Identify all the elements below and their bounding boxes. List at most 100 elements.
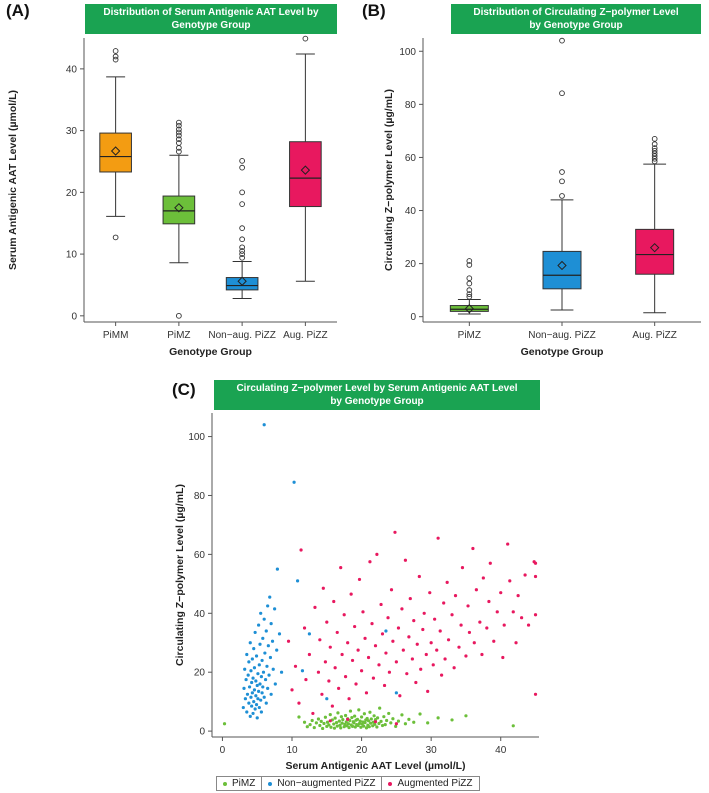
scatter-point-pimz	[297, 715, 301, 719]
scatter-point-augmented-pizz	[422, 611, 426, 615]
chart-b-x-axis-title: Genotype Group	[521, 346, 604, 358]
scatter-point-augmented-pizz	[533, 574, 538, 579]
scatter-point-augmented-pizz	[419, 667, 423, 671]
box-b-pimz-outlier	[466, 293, 473, 300]
scatter-point-augmented-pizz	[354, 682, 358, 686]
scatter-point-non-augmented-pizz	[243, 697, 247, 701]
scatter-point-pimz	[412, 720, 416, 724]
scatter-point-non-augmented-pizz	[244, 677, 248, 682]
chart-b-x-tick-label-aug-pizz: Aug. PiZZ	[632, 330, 676, 341]
scatter-point-non-augmented-pizz	[271, 667, 275, 671]
scatter-point-non-augmented-pizz	[394, 691, 398, 695]
scatter-point-non-augmented-pizz	[256, 672, 260, 676]
scatter-point-augmented-pizz	[343, 675, 348, 679]
scatter-point-non-augmented-pizz	[248, 714, 252, 718]
box-a-pimz-outlier	[176, 132, 182, 139]
box-a-non-aug-pizz-outlier	[239, 244, 245, 251]
scatter-point-non-augmented-pizz	[251, 676, 255, 680]
scatter-point-augmented-pizz	[533, 613, 538, 617]
scatter-point-non-augmented-pizz	[252, 647, 256, 651]
chart-c-title: Circulating Z−polymer Level by Serum Ant…	[214, 380, 540, 410]
chart-b-title-line-2: by Genotype Group	[529, 20, 623, 31]
scatter-point-non-augmented-pizz	[253, 707, 257, 711]
scatter-point-augmented-pizz	[514, 641, 518, 645]
chart-a-x-tick-label-non-aug-pizz: Non−aug. PiZZ	[208, 330, 276, 341]
scatter-point-augmented-pizz	[332, 599, 336, 604]
scatter-point-non-augmented-pizz	[243, 667, 247, 671]
scatter-point-augmented-pizz	[459, 623, 463, 627]
legend-label-augmented: Augmented PiZZ	[397, 778, 473, 789]
scatter-point-augmented-pizz	[339, 566, 343, 570]
scatter-point-augmented-pizz	[401, 648, 405, 652]
scatter-point-augmented-pizz	[377, 663, 381, 667]
scatter-point-non-augmented-pizz	[256, 697, 260, 701]
scatter-point-non-augmented-pizz	[254, 694, 258, 698]
scatter-point-augmented-pizz	[327, 679, 331, 683]
scatter-point-augmented-pizz	[361, 610, 365, 614]
scatter-point-pimz	[334, 720, 339, 725]
scatter-point-augmented-pizz	[396, 626, 401, 630]
chart-a-title-line-1: Distribution of Serum Antigenic AAT Leve…	[103, 7, 319, 18]
scatter-point-pimz	[347, 725, 351, 730]
scatter-point-pimz	[450, 718, 454, 722]
scatter-point-non-augmented-pizz	[251, 711, 255, 716]
scatter-point-non-augmented-pizz	[254, 679, 258, 683]
scatter-point-augmented-pizz	[398, 694, 402, 698]
box-a-non-aug-pizz-outlier	[239, 201, 245, 207]
chart-c-title-line-1: Circulating Z−polymer Level by Serum Ant…	[236, 383, 518, 394]
scatter-point-augmented-pizz	[516, 594, 520, 598]
scatter-point-augmented-pizz	[443, 657, 447, 661]
box-a-pimz-outlier	[176, 140, 182, 146]
scatter-point-pimz	[329, 725, 333, 729]
scatter-point-augmented-pizz	[452, 666, 456, 670]
scatter-point-augmented-pizz	[346, 717, 350, 721]
scatter-point-augmented-pizz	[297, 701, 301, 705]
scatter-point-augmented-pizz	[342, 613, 346, 617]
scatter-point-non-augmented-pizz	[295, 579, 300, 583]
scatter-point-augmented-pizz	[414, 680, 418, 685]
chart-a-x-tick-label-aug-pizz: Aug. PiZZ	[283, 330, 327, 341]
legend-item-pimz: PiMZ	[217, 777, 261, 790]
scatter-point-non-augmented-pizz	[273, 607, 277, 611]
box-b-pimz-outlier	[466, 275, 473, 282]
scatter-point-augmented-pizz	[382, 683, 387, 688]
scatter-point-pimz	[369, 717, 373, 721]
scatter-point-pimz	[355, 717, 360, 721]
box-b-non-aug-pizz-outlier	[559, 169, 565, 175]
scatter-point-augmented-pizz	[412, 619, 416, 623]
scatter-point-augmented-pizz	[467, 630, 472, 635]
box-b-pimz	[449, 305, 489, 312]
scatter-point-non-augmented-pizz	[250, 704, 254, 708]
scatter-point-augmented-pizz	[405, 672, 409, 676]
box-a-non-aug-pizz-outlier	[239, 164, 245, 171]
scatter-point-pimz	[362, 724, 366, 728]
scatter-point-augmented-pizz	[471, 546, 475, 551]
scatter-point-pimz	[327, 723, 331, 727]
scatter-point-augmented-pizz	[533, 692, 538, 696]
box-b-pimz-outlier	[466, 291, 473, 297]
scatter-point-non-augmented-pizz	[250, 657, 254, 661]
scatter-point-augmented-pizz	[302, 626, 307, 630]
box-b-aug-pizz-outlier	[651, 145, 658, 151]
scatter-point-augmented-pizz	[299, 548, 303, 552]
box-a-non-aug-pizz-outlier	[239, 236, 245, 243]
scatter-point-augmented-pizz	[520, 616, 524, 620]
scatter-point-augmented-pizz	[353, 624, 357, 629]
scatter-point-non-augmented-pizz	[253, 630, 257, 635]
scatter-point-non-augmented-pizz	[242, 686, 246, 691]
scatter-point-pimz	[328, 713, 332, 717]
scatter-point-non-augmented-pizz	[258, 682, 262, 686]
scatter-point-augmented-pizz	[400, 607, 404, 611]
panel-a-label: (A)	[6, 1, 30, 20]
scatter-point-pimz	[312, 725, 316, 730]
scatter-point-augmented-pizz	[415, 642, 419, 646]
scatter-point-pimz	[305, 725, 309, 729]
chart-b-y-tick-label: 100	[399, 47, 416, 58]
box-a-pimz-outlier	[176, 129, 182, 136]
chart-b-y-axis-title: Circulating Z−polymer Level (µg/mL)	[383, 89, 395, 271]
scatter-point-augmented-pizz	[384, 651, 388, 655]
box-a-pimm	[99, 132, 132, 173]
scatter-point-augmented-pizz	[438, 629, 442, 633]
scatter-point-augmented-pizz	[480, 652, 484, 657]
scatter-point-non-augmented-pizz	[275, 567, 279, 571]
